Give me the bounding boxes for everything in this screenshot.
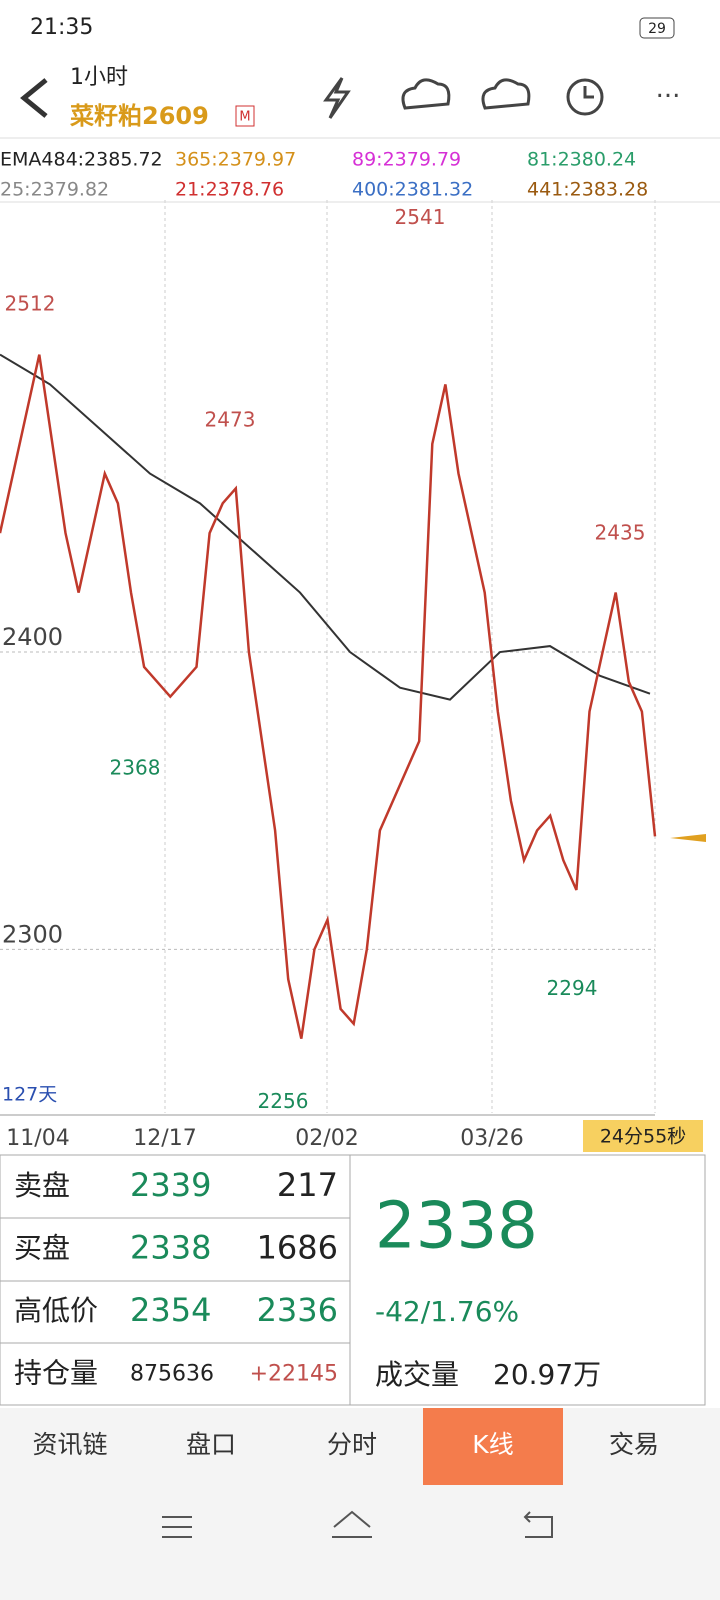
clock: 21:35	[30, 15, 93, 40]
row-value-2: +22145	[250, 1362, 338, 1387]
x-tick-label: 11/04	[6, 1126, 69, 1151]
countdown-box	[583, 1120, 703, 1152]
home-button[interactable]	[332, 1510, 372, 1538]
legend-item: 365:2379.97	[175, 149, 296, 171]
back-button[interactable]	[20, 78, 48, 118]
badge: M	[239, 110, 250, 125]
back-nav[interactable]	[523, 1511, 553, 1538]
row-value-2: 1686	[257, 1229, 338, 1267]
battery-icon	[639, 17, 675, 39]
nav-bar	[0, 1485, 720, 1600]
high-label: 2473	[205, 407, 256, 431]
battery-level: 29	[648, 21, 666, 37]
symbol: 菜籽粕2609	[69, 102, 209, 130]
low-label: 2368	[110, 756, 161, 780]
row-label: 买盘	[14, 1232, 70, 1265]
clock-icon[interactable]	[566, 78, 604, 116]
row-label: 卖盘	[14, 1169, 70, 1202]
legend-item: 89:2379.79	[352, 149, 461, 171]
tab[interactable]: 资讯链	[32, 1430, 107, 1459]
row-value: 2338	[130, 1229, 211, 1267]
x-tick-label: 02/02	[295, 1126, 358, 1151]
cloud-icon-2[interactable]	[481, 78, 531, 110]
change: -42/1.76%	[375, 1295, 519, 1328]
row-value-2: 2336	[257, 1291, 338, 1329]
row-value-2: 217	[277, 1166, 338, 1204]
cloud-icon[interactable]	[401, 78, 451, 110]
flash-icon[interactable]	[323, 77, 351, 119]
x-tick-label: 03/26	[460, 1126, 523, 1151]
clock-hands	[583, 86, 594, 99]
last-price: 2338	[375, 1190, 538, 1264]
badge-box	[235, 105, 255, 127]
legend-item: 81:2380.24	[527, 149, 636, 171]
tab[interactable]: 盘口	[186, 1430, 236, 1459]
tab[interactable]: 分时	[327, 1430, 377, 1459]
row-value: 2339	[130, 1166, 211, 1204]
price-pointer	[670, 834, 706, 842]
volume-label: 成交量	[375, 1358, 459, 1391]
price-line	[0, 354, 657, 1039]
low-label: 2256	[258, 1089, 309, 1113]
high-label: 2435	[595, 520, 646, 544]
x-tick-label: 12/17	[133, 1126, 196, 1151]
low-label: 2294	[547, 976, 598, 1000]
tab[interactable]: 交易	[609, 1430, 659, 1459]
period: 1小时	[70, 65, 128, 90]
tab[interactable]: K线	[472, 1430, 513, 1459]
volume: 20.97万	[493, 1358, 601, 1391]
row-value: 2354	[130, 1291, 211, 1329]
menu-button[interactable]	[162, 1516, 192, 1538]
high-label: 2541	[395, 205, 446, 229]
legend-item: 25:2379.82	[0, 179, 109, 201]
days: 127天	[2, 1084, 57, 1106]
more-button[interactable]: ···	[656, 82, 681, 112]
legend-item: 400:2381.32	[352, 179, 473, 201]
countdown: 24分55秒	[600, 1126, 686, 1148]
tab-bar	[0, 1408, 720, 1485]
legend-item: 441:2383.28	[527, 179, 648, 201]
y-tick-label: 2400	[2, 623, 63, 651]
row-value: 875636	[130, 1362, 214, 1387]
row-label: 持仓量	[14, 1357, 98, 1390]
legend-item: 21:2378.76	[175, 179, 284, 201]
high-label: 2512	[5, 291, 56, 315]
price-box	[349, 1154, 706, 1406]
active-tab	[423, 1408, 563, 1485]
row-label: 高低价	[14, 1294, 98, 1327]
y-tick-label: 2300	[2, 920, 63, 948]
ema-line	[0, 353, 651, 701]
legend-item: EMA484:2385.72	[0, 149, 163, 171]
